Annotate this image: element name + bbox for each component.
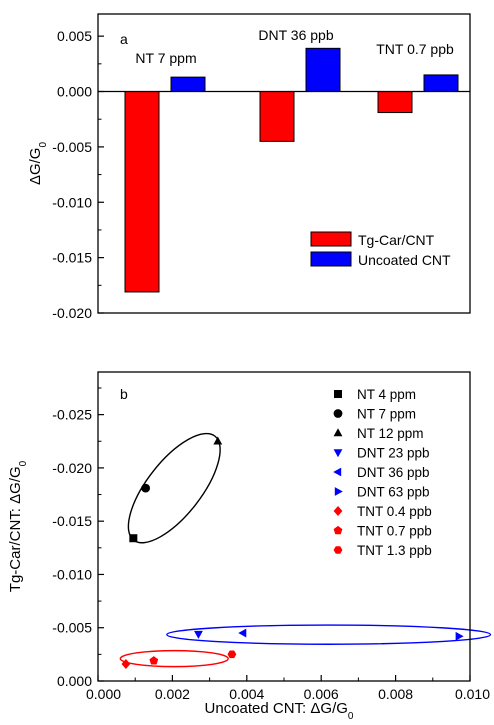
- legend-label: NT 12 ppm: [357, 426, 424, 441]
- y-tick-label: -0.010: [52, 194, 92, 210]
- legend-label: DNT 63 ppb: [357, 485, 430, 500]
- data-point: [149, 656, 159, 665]
- legend-label: TNT 0.7 ppb: [357, 524, 432, 539]
- data-point: [227, 650, 237, 659]
- y-tick-label: -0.020: [52, 460, 92, 476]
- data-point: [455, 631, 464, 641]
- legend-marker: [333, 525, 343, 535]
- legend-swatch: [310, 251, 352, 267]
- data-point: [238, 628, 247, 638]
- y-tick-label: -0.005: [52, 620, 92, 636]
- plot-frame: [97, 13, 471, 314]
- legend-marker: [334, 487, 343, 496]
- data-point: [121, 658, 131, 669]
- legend-label: TNT 0.4 ppb: [357, 504, 432, 519]
- y-tick-label: -0.010: [52, 566, 92, 582]
- legend-swatch: [310, 231, 352, 247]
- data-point: [213, 436, 223, 445]
- legend-label: DNT 23 ppb: [357, 446, 430, 461]
- data-point: [194, 630, 203, 639]
- x-tick-label: 0.010: [455, 686, 490, 702]
- y-tick-label: -0.025: [52, 407, 92, 423]
- cluster-ellipse-dnt: [166, 624, 492, 645]
- panel-label: b: [120, 386, 128, 402]
- bar: [423, 74, 459, 93]
- legend-marker: [333, 506, 343, 516]
- panel-a: 0.005 0.000 -0.005 -0.010 -0.015 -0.020 NT 7 p…: [27, 13, 471, 321]
- legend-label: Uncoated CNT: [358, 252, 451, 268]
- legend: Tg-Car/CNT Uncoated CNT: [310, 231, 451, 268]
- panel-b: 0.000 0.002 0.004 0.006 0.008 0.010 0.000 -0.00…: [7, 371, 492, 722]
- x-tick-label: 0.002: [155, 686, 190, 702]
- y-tick-label: 0.005: [57, 28, 92, 44]
- category-label: NT 7 ppm: [135, 50, 196, 66]
- legend-marker: [333, 467, 342, 477]
- bar: [377, 91, 413, 114]
- legend-marker: [333, 449, 343, 458]
- legend-marker: [333, 428, 343, 437]
- legend: NT 4 ppm NT 7 ppm NT 12 ppm DNT 23 ppb DNT 3…: [333, 387, 432, 558]
- legend-marker: [334, 390, 342, 398]
- legend-label: TNT 1.3 ppb: [357, 543, 432, 558]
- legend-marker: [333, 546, 343, 554]
- data-point: [141, 483, 151, 493]
- cluster-ellipse-tnt: [119, 649, 229, 668]
- category-label: DNT 36 ppb: [258, 27, 333, 43]
- legend-label: NT 7 ppm: [357, 407, 416, 422]
- x-tick-label: 0.006: [304, 686, 339, 702]
- y-axis-label: Tg-Car/CNT: ΔG/G0: [7, 460, 29, 592]
- y-tick-label: 0.000: [57, 84, 92, 100]
- bar: [170, 76, 206, 93]
- legend-label: NT 4 ppm: [357, 387, 416, 402]
- y-tick-label: -0.005: [52, 139, 92, 155]
- bar: [305, 47, 341, 93]
- y-tick-label: -0.015: [52, 250, 92, 266]
- y-tick-label: -0.020: [52, 305, 92, 321]
- data-point: [129, 534, 138, 543]
- category-label: TNT 0.7 ppb: [376, 41, 454, 57]
- legend-label: Tg-Car/CNT: [358, 232, 435, 248]
- y-axis-label: ΔG/G0: [27, 142, 49, 186]
- x-tick-label: 0.004: [229, 686, 264, 702]
- bar: [259, 91, 295, 142]
- x-tick-label: 0.008: [378, 686, 413, 702]
- x-tick-label: 0.000: [86, 686, 121, 702]
- x-axis-label: Uncoated CNT: ΔG/G0: [205, 700, 354, 720]
- y-tick-label: 0.000: [57, 673, 92, 689]
- panel-label: a: [120, 31, 128, 47]
- legend-label: DNT 36 ppb: [357, 465, 430, 480]
- y-tick-label: -0.015: [52, 513, 92, 529]
- bar: [124, 91, 160, 293]
- legend-marker: [333, 409, 343, 418]
